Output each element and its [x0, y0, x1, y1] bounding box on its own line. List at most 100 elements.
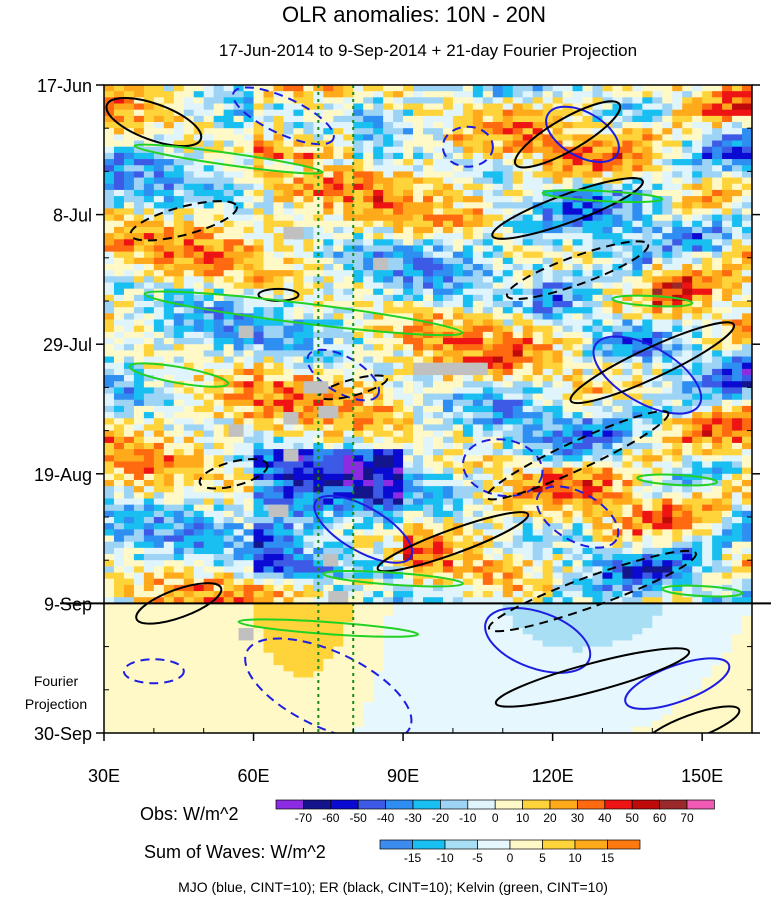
heatmap-cell	[253, 220, 264, 228]
heatmap-cell	[552, 331, 563, 339]
heatmap-cell	[323, 128, 334, 135]
heatmap-cell	[502, 245, 514, 253]
heatmap-cell	[562, 498, 573, 506]
heatmap-cell	[133, 307, 145, 314]
heatmap-cell	[333, 523, 344, 530]
heatmap-cell	[712, 202, 723, 209]
heatmap-cell	[662, 263, 673, 271]
heatmap-cell	[173, 165, 185, 172]
heatmap-cell	[682, 220, 693, 228]
heatmap-cell	[542, 313, 554, 320]
heatmap-cell	[642, 134, 653, 141]
heatmap-cell	[522, 146, 534, 154]
heatmap-cell	[522, 85, 534, 92]
heatmap-cell	[452, 165, 464, 172]
heatmap-cell	[472, 486, 484, 493]
heatmap-cell	[203, 554, 215, 561]
heatmap-cell	[213, 276, 225, 283]
heatmap-cell	[113, 270, 125, 277]
heatmap-cell	[353, 239, 364, 246]
heatmap-cell	[542, 301, 554, 308]
heatmap-cell	[672, 122, 683, 129]
heatmap-cell	[732, 128, 743, 135]
heatmap-cell	[502, 498, 514, 506]
heatmap-cell	[343, 362, 354, 370]
heatmap-cell	[133, 523, 145, 530]
heatmap-cell	[712, 498, 723, 506]
heatmap-cell	[702, 171, 713, 178]
heatmap-cell	[562, 399, 573, 407]
heatmap-cell	[712, 165, 723, 172]
heatmap-cell	[363, 547, 374, 555]
heatmap-cell	[323, 97, 334, 104]
heatmap-cell	[742, 430, 752, 438]
heatmap-cell	[512, 282, 524, 290]
heatmap-cell	[243, 257, 254, 265]
heatmap-cell	[532, 122, 544, 129]
heatmap-cell	[432, 405, 444, 413]
heatmap-cell	[343, 152, 354, 160]
heatmap-cell	[253, 226, 264, 234]
heatmap-cell	[423, 177, 434, 185]
heatmap-cell	[403, 504, 414, 512]
heatmap-cell	[712, 436, 723, 444]
heatmap-cell	[153, 109, 165, 117]
heatmap-cell	[612, 356, 623, 364]
heatmap-cell	[702, 288, 713, 296]
heatmap-cell	[163, 523, 175, 530]
heatmap-cell	[313, 436, 324, 444]
heatmap-cell	[363, 134, 374, 141]
heatmap-cell	[253, 91, 264, 98]
heatmap-cell	[452, 134, 464, 141]
heatmap-cell	[662, 214, 673, 222]
heatmap-cell	[133, 171, 145, 178]
heatmap-cell	[672, 226, 683, 234]
heatmap-cell	[213, 356, 225, 364]
heatmap-cell	[403, 492, 414, 499]
heatmap-cell	[313, 393, 324, 401]
heatmap-cell	[592, 220, 603, 228]
heatmap-cell	[652, 288, 663, 296]
heatmap-cell	[323, 103, 334, 111]
heatmap-cell	[353, 381, 364, 388]
heatmap-cell	[253, 122, 264, 129]
heatmap-cell	[423, 479, 434, 487]
heatmap-cell	[722, 313, 733, 320]
heatmap-cell	[452, 122, 464, 129]
heatmap-cell	[572, 319, 583, 327]
heatmap-cell	[213, 282, 225, 290]
heatmap-cell	[712, 276, 723, 283]
heatmap-cell	[442, 399, 454, 407]
heatmap-cell	[622, 171, 633, 178]
heatmap-cell	[263, 245, 274, 253]
heatmap-cell	[123, 399, 135, 407]
heatmap-cell	[363, 196, 374, 203]
heatmap-cell	[323, 498, 334, 506]
heatmap-cell	[153, 307, 165, 314]
heatmap-cell	[522, 196, 534, 203]
heatmap-cell	[462, 350, 474, 357]
heatmap-cell	[123, 498, 135, 506]
heatmap-cell	[333, 177, 344, 185]
heatmap-cell	[143, 467, 155, 475]
heatmap-cell	[672, 202, 683, 209]
heatmap-cell	[442, 257, 454, 265]
heatmap-cell	[263, 294, 274, 302]
heatmap-cell	[343, 282, 354, 290]
heatmap-cell	[662, 196, 673, 203]
heatmap-cell	[363, 245, 374, 253]
heatmap-cell	[522, 350, 534, 357]
heatmap-cell	[353, 109, 364, 117]
heatmap-cell	[323, 510, 334, 518]
heatmap-cell	[542, 554, 554, 561]
heatmap-cell	[273, 313, 284, 320]
heatmap-cell	[742, 442, 752, 450]
heatmap-cell	[512, 202, 524, 209]
heatmap-cell	[672, 498, 683, 506]
heatmap-cell	[163, 529, 175, 536]
heatmap-cell	[413, 165, 424, 172]
heatmap-cell	[512, 270, 524, 277]
heatmap-cell	[482, 189, 494, 197]
heatmap-cell	[612, 220, 623, 228]
heatmap-cell	[442, 140, 454, 148]
